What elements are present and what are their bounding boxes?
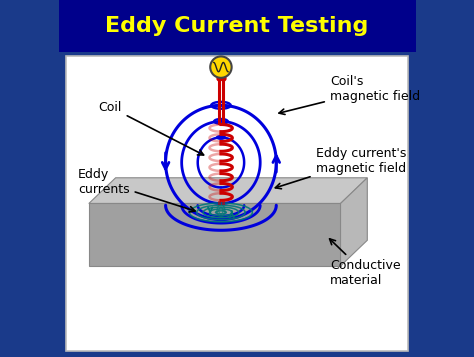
Polygon shape (340, 178, 367, 266)
Text: Eddy Current Testing: Eddy Current Testing (105, 16, 369, 36)
Text: Conductive
material: Conductive material (329, 239, 401, 287)
Circle shape (210, 56, 232, 78)
Text: Coil's
magnetic field: Coil's magnetic field (279, 75, 420, 115)
Polygon shape (89, 203, 340, 266)
FancyBboxPatch shape (58, 0, 416, 357)
FancyBboxPatch shape (66, 56, 408, 351)
Text: Eddy
currents: Eddy currents (78, 168, 195, 212)
Polygon shape (89, 178, 367, 203)
Text: Coil: Coil (99, 101, 204, 155)
FancyBboxPatch shape (58, 0, 416, 52)
Text: Eddy current's
magnetic field: Eddy current's magnetic field (275, 147, 406, 189)
